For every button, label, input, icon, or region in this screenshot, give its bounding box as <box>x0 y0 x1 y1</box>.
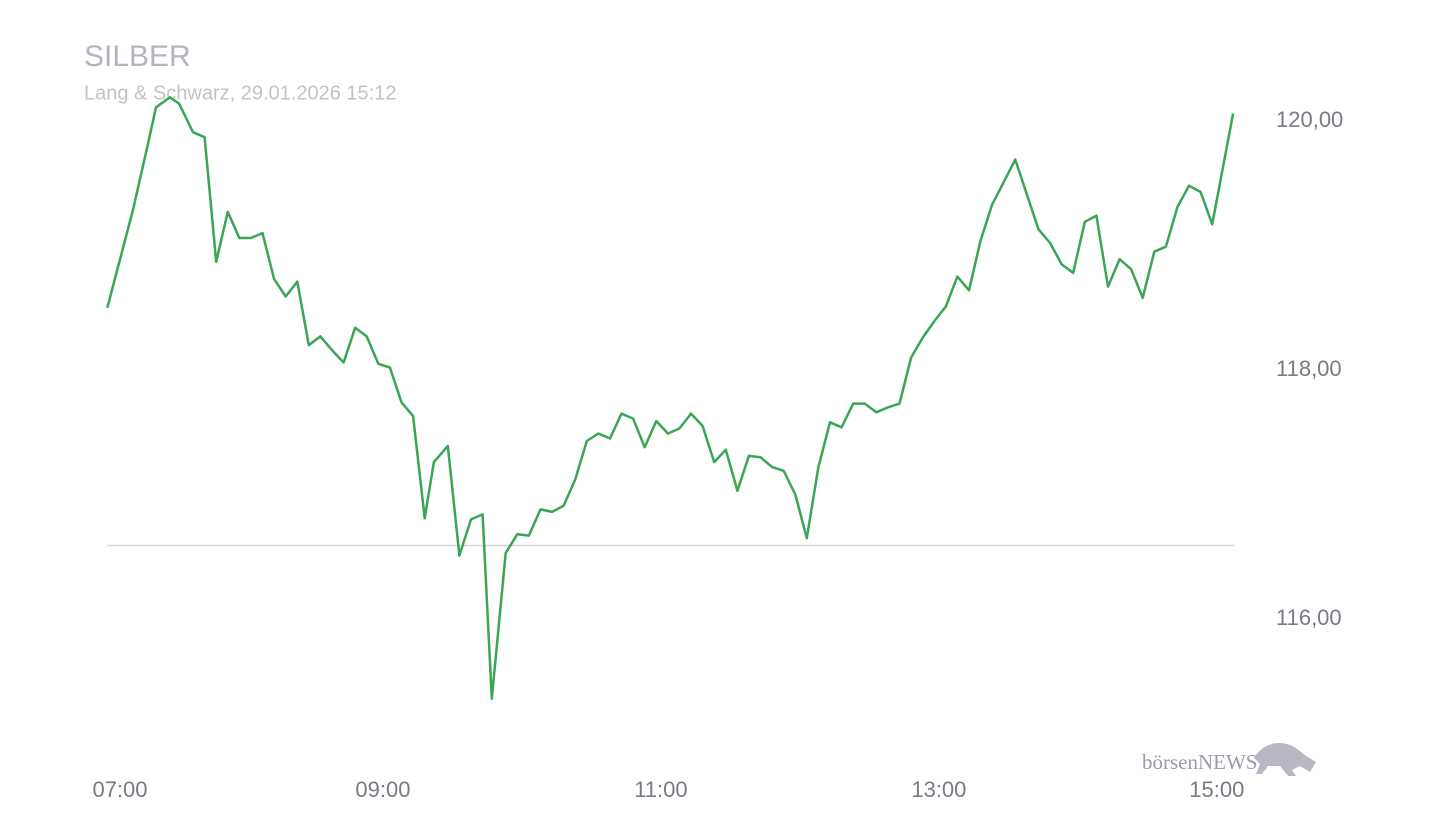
x-tick-label: 15:00 <box>1189 777 1244 802</box>
chart-title: SILBER <box>84 40 191 73</box>
brand-text: börsenNEWS <box>1142 750 1257 774</box>
chart-subtitle: Lang & Schwarz, 29.01.2026 15:12 <box>84 82 396 104</box>
brand-logo: börsenNEWS <box>1142 743 1316 776</box>
y-tick-label: 120,00 <box>1276 107 1343 132</box>
price-line <box>106 96 1235 700</box>
brand-bull <box>1254 743 1316 776</box>
y-tick-label: 116,00 <box>1276 605 1342 630</box>
x-tick-label: 09:00 <box>355 777 410 802</box>
x-tick-label: 13:00 <box>911 777 966 802</box>
x-tick-label: 07:00 <box>92 777 147 802</box>
y-tick-label: 118,00 <box>1276 356 1342 381</box>
x-tick-label: 11:00 <box>634 777 687 802</box>
